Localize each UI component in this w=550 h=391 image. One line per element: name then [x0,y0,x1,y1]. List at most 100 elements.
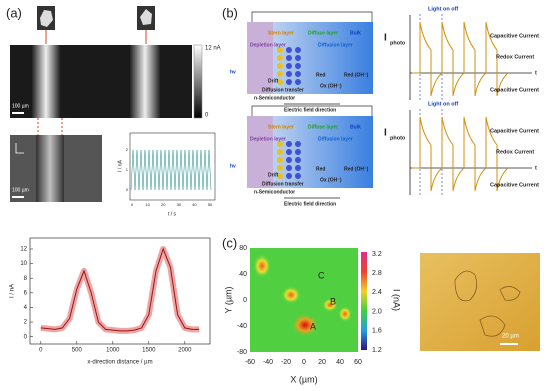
diagram-text: Depletion layer [250,136,286,142]
inset-x-tick: 40 [192,202,197,207]
colorbar-max: 12 nA [205,46,221,52]
diagram-text: Diffuse layer [308,30,338,36]
plot-text: Capacitive Current [490,87,539,93]
ion [295,141,301,147]
ion [277,173,283,179]
ion [277,157,283,163]
colorbar-min: 0 [205,113,209,119]
x-axis-label: x-direction distance / µm [87,360,152,366]
plot-text: Light on off [428,6,458,12]
x-tick-label: -40 [263,359,273,366]
semiconductor [247,116,273,188]
diagram-text: hv [230,163,236,169]
y-tick-label: 4 [24,305,28,311]
plot-text: I [384,33,387,44]
x-axis-label: X (µm) [290,374,317,384]
y-tick-label: 80 [239,245,247,252]
diagram-text: n-Semiconductor [254,189,295,195]
ion [286,165,292,171]
ion [295,55,301,61]
inset-x-tick: 50 [208,202,213,207]
colorbar-label: I (nA) [392,289,402,311]
ion [295,149,301,155]
y-tick-label: 10 [20,261,27,267]
y-tick-label: 12 [20,247,27,253]
afm-images [10,6,216,202]
line-chart: 0 2 4 6 8 10 12 0 500 1000 1500 2000 [20,237,211,354]
plot-text: I [384,128,387,139]
inset-y-tick: 1 [126,167,129,172]
x-tick-label: 1500 [142,348,156,354]
y-tick-label: -80 [237,349,247,356]
plot-text: photo [390,40,406,46]
panel-label: (c) [222,235,237,250]
circuit [251,105,373,116]
ion [286,149,292,155]
inset-y-tick: 2 [126,147,129,152]
x-tick-label: 1000 [106,348,120,354]
point-label: B [330,296,336,306]
ion [286,71,292,77]
y-tick-label: 2 [24,320,28,326]
plot-text: Redox Current [496,149,534,155]
ion [286,173,292,179]
x-tick-label: 500 [72,348,83,354]
diagram-text: Stern layer [268,30,294,36]
ion [286,141,292,147]
diagram-text: hv [230,69,236,75]
ion [286,47,292,53]
x-tick-label: -60 [245,359,255,366]
diagram-text: Ox (OH⁻) [320,83,342,89]
heatmap [250,248,540,352]
panel-label: (a) [6,5,22,20]
plot-text: Redox Current [496,54,534,60]
x-tick-label: 60 [354,359,362,366]
ion [286,157,292,163]
diagram-text: Red (OH⁻) [344,72,369,78]
ion [286,55,292,61]
y-tick-label: 6 [24,290,28,296]
diagram-text: Diffusion transfer [262,87,304,93]
y-tick-label: 40 [239,271,247,278]
ion [295,165,301,171]
x-tick-label: 2000 [178,348,192,354]
diagram-text: Drift [268,78,279,84]
inset-ylabel: I / nA [117,160,123,172]
inset-x-tick: 20 [161,202,166,207]
photocurrent [412,21,509,97]
x-tick-label: 0 [39,348,43,354]
y-tick-label: 8 [24,276,28,282]
inset-y-tick: 0 [126,187,129,192]
panel-c-ticks: -60 -40 -20 0 20 40 60 80 40 0 -40 -80 3.2 2.8 2.4 2.0 1… [237,245,382,366]
diagram-text: Diffuse layer [308,124,338,130]
inset-xlabel: t / s [168,211,177,217]
diagram-text: Electric field direction [284,107,336,113]
ion [277,165,283,171]
ion [277,63,283,69]
ion [295,47,301,53]
diagram-text: Electric field direction [284,201,336,207]
x-tick-label: 20 [318,359,326,366]
diagram-text: Diffusion layer [318,136,353,142]
panel-b: Stern layer Diffuse layer Bulk Depletion la… [230,6,539,207]
colorbar-tick: 2.8 [372,270,382,277]
plot-text: photo [390,135,406,141]
ion [277,79,283,85]
ion [286,79,292,85]
panel-label: (b) [222,5,238,20]
diagram-text: Red [316,72,325,78]
inset-x-tick: 10 [145,202,150,207]
colorbar-tick: 2.0 [372,308,382,315]
diagram-text: n-Semiconductor [254,95,295,101]
line-band [40,245,200,334]
diagram-text: Drift [268,172,279,178]
line [40,247,200,332]
plot-text: t [535,70,537,76]
diagram-text: Ox (OH⁻) [320,177,342,183]
x-tick-label: 0 [302,359,306,366]
diagram-text: Red [316,166,325,172]
colorbar-tick: 3.2 [372,251,382,258]
ion [295,79,301,85]
